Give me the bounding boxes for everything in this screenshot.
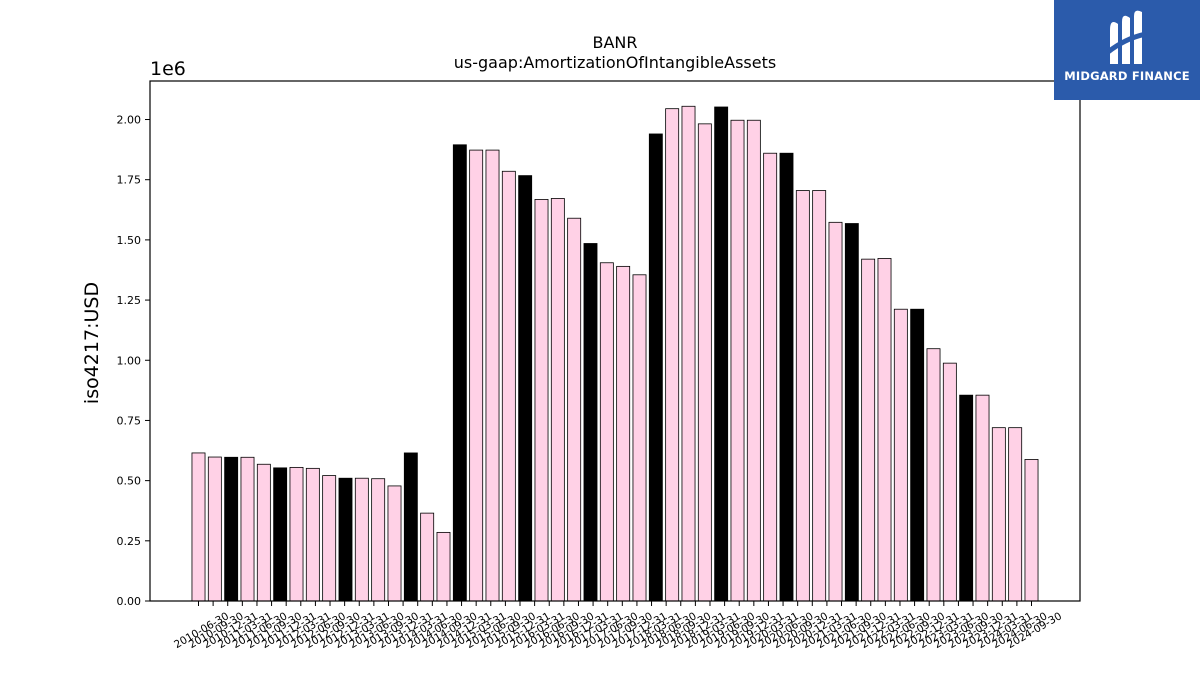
y-tick-label: 1.25	[117, 294, 142, 307]
y-tick-label: 0.75	[117, 414, 142, 427]
bar	[207, 456, 222, 602]
bar	[354, 477, 369, 602]
bar	[844, 223, 859, 602]
bar	[289, 466, 304, 602]
bar	[697, 123, 712, 602]
bar	[501, 170, 516, 602]
y-tick-label: 1.50	[117, 234, 142, 247]
bar	[861, 258, 876, 602]
bar	[273, 467, 288, 602]
bar	[779, 152, 794, 602]
bar	[550, 198, 565, 602]
y-axis: 0.00 0.25 0.50 0.75 1.00 1.25 1.50 1.75 2.00	[117, 114, 150, 608]
bar	[795, 190, 810, 602]
y-tick-label: 2.00	[117, 114, 142, 127]
bar	[452, 144, 467, 602]
bar	[910, 308, 925, 602]
bar	[534, 199, 549, 602]
y-tick-label: 0.50	[117, 475, 142, 488]
bar	[648, 133, 663, 602]
x-axis: 2010-06-302010-09-302010-12-312011-03-31…	[172, 601, 1064, 651]
y-multiplier-label: 1e6	[150, 58, 186, 80]
bar	[812, 190, 827, 602]
y-axis-label: iso4217:USD	[81, 282, 103, 404]
bar	[665, 108, 680, 602]
bar	[746, 119, 761, 602]
logo-text: MIDGARD FINANCE	[1064, 69, 1190, 83]
bar	[975, 394, 990, 602]
y-tick-label: 1.75	[117, 174, 142, 187]
bars-group	[191, 105, 1039, 602]
bar	[240, 456, 255, 602]
bar	[730, 119, 745, 602]
bar	[387, 485, 402, 602]
bar	[518, 175, 533, 602]
chart-title: BANR	[592, 33, 637, 52]
bar	[1008, 427, 1023, 602]
bar	[893, 308, 908, 602]
midgard-m-logo-icon	[1106, 10, 1147, 65]
bar	[926, 348, 941, 602]
bar	[599, 262, 614, 602]
bar	[714, 106, 729, 602]
bar	[763, 152, 778, 602]
bar	[420, 512, 435, 602]
bar	[567, 217, 582, 602]
bar	[485, 149, 500, 602]
bar	[191, 452, 206, 602]
bar	[583, 243, 598, 602]
bar	[681, 105, 696, 602]
bar	[991, 427, 1006, 602]
bar	[632, 274, 647, 602]
midgard-finance-logo: MIDGARD FINANCE	[1054, 0, 1200, 100]
bar	[436, 531, 451, 602]
bar	[305, 467, 320, 602]
y-tick-label: 0.00	[117, 595, 142, 608]
bar	[877, 258, 892, 602]
bar	[616, 265, 631, 602]
bar	[338, 477, 353, 602]
bar	[942, 362, 957, 602]
bar	[828, 221, 843, 602]
bar	[1024, 459, 1039, 602]
bar	[371, 478, 386, 602]
bar	[469, 149, 484, 602]
y-tick-label: 1.00	[117, 354, 142, 367]
bar	[256, 463, 271, 602]
bar	[403, 452, 418, 602]
y-tick-label: 0.25	[117, 535, 142, 548]
bar	[959, 394, 974, 602]
bar	[322, 475, 337, 602]
plot-frame	[149, 80, 1081, 602]
bar	[224, 456, 239, 602]
chart-subtitle: us-gaap:AmortizationOfIntangibleAssets	[454, 53, 776, 72]
